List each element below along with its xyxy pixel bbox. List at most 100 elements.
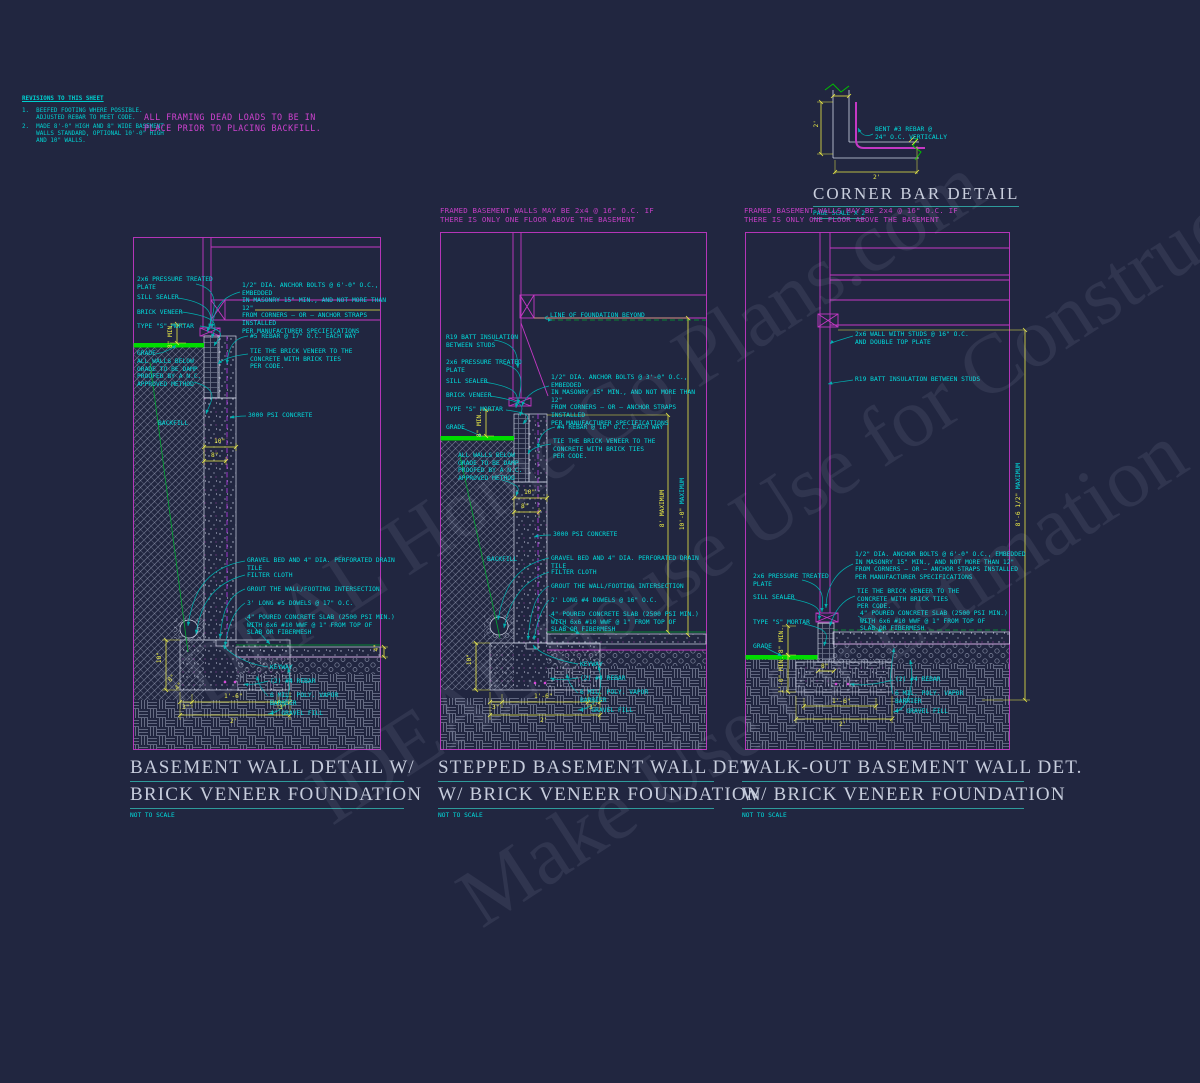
callout-mortar: TYPE "S" MORTAR (753, 619, 810, 626)
callout-vapor-barrier: 6 MIL. POLY. VAPOR BARRIER (895, 690, 964, 705)
callout-grout: GROUT THE WALL/FOOTING INTERSECTION (551, 583, 684, 590)
revision-item-2: 2. MADE 8'-0" HIGH AND 8" WIDE BASEMENT … (22, 124, 164, 145)
dim-3b: 3" (589, 704, 597, 711)
dim-height-value: 8'-6 1/2" (1015, 492, 1022, 527)
callout-keyway: KEYWAY (270, 664, 293, 671)
callout-mortar: TYPE "S" MORTAR (446, 406, 503, 413)
dim-3a: 3" (492, 704, 500, 711)
dim-maximum-label: MAXIMUM (1015, 463, 1022, 490)
dim-2ft: 2' (230, 718, 238, 725)
callout-mortar: TYPE "S" MORTAR (137, 323, 194, 330)
detail3-title-line1: WALK-OUT BASEMENT WALL DET. (742, 755, 1081, 782)
corner-bar-linework (817, 83, 925, 175)
callout-vapor-barrier: 6 MIL. POLY. VAPOR BARRIER (270, 692, 339, 707)
dim-wall-8: 8" (211, 452, 219, 459)
dim-10ft-value: 10'-0" (679, 507, 686, 531)
callout-sill-sealer: SILL SEALER (753, 594, 795, 601)
callout-backfill: BACKFILL (487, 556, 518, 563)
corner-dim-bottom: 2' (873, 174, 881, 181)
callout-brick-veneer: BRICK VENEER (446, 392, 492, 399)
dim-8in-min: 8" MIN. (476, 411, 483, 438)
dim-wall-10: 10" (524, 489, 536, 496)
callout-backfill: BACKFILL (158, 420, 189, 427)
detail2-title: STEPPED BASEMENT WALL DET. W/ BRICK VENE… (438, 755, 761, 809)
callout-grout: GROUT THE WALL/FOOTING INTERSECTION (247, 586, 380, 593)
detail1-title-line2: BRICK VENEER FOUNDATION (130, 782, 421, 809)
callout-grade: GRADE (137, 350, 156, 357)
callout-anchor-bolts: 1/2" DIA. ANCHOR BOLTS @ 6'-0" O.C., EMB… (242, 282, 387, 335)
callout-grade: GRADE (446, 424, 465, 431)
callout-sill-sealer: SILL SEALER (137, 294, 179, 301)
callout-foundation-beyond: LINE OF FOUNDATION BEYOND (550, 312, 645, 319)
callout-brick-ties: TIE THE BRICK VENEER TO THE CONCRETE WIT… (250, 348, 353, 371)
callout-grade: GRADE (753, 643, 772, 650)
dim-8in: 8" (821, 663, 829, 670)
framing-dead-loads-note: ALL FRAMING DEAD LOADS TO BE IN PLACE PR… (144, 112, 322, 133)
corner-dim-left: 2' (813, 120, 820, 128)
callout-dampproof: ALL WALLS BELOW GRADE TO BE DAMP PROOFED… (137, 358, 202, 388)
callout-vapor-barrier: 6 MIL. POLY. VAPOR BARRIER (580, 689, 649, 704)
callout-stud-wall: 2x6 WALL WITH STUDS @ 16" O.C. AND DOUBL… (855, 331, 969, 346)
detail1-scale: NOT TO SCALE (130, 812, 175, 819)
callout-slab: 4" POURED CONCRETE SLAB (2500 PSI MIN.) … (247, 614, 395, 637)
callout-footing-rebar: (2) #4 REBAR (895, 676, 941, 683)
callout-footing-rebar: (2) #4 REBAR (580, 675, 626, 682)
dim-1-6: 1'-6" (534, 693, 553, 700)
dim-3a: 3" (182, 704, 190, 711)
detail-walkout-wall: 2x6 WALL WITH STUDS @ 16" O.C. AND DOUBL… (742, 228, 1034, 753)
detail2-scale: NOT TO SCALE (438, 812, 483, 819)
callout-insulation: R19 BATT INSULATION BETWEEN STUDS (855, 376, 981, 383)
callout-brick-ties: TIE THE BRICK VENEER TO THE CONCRETE WIT… (553, 438, 656, 461)
detail2-linework (440, 232, 707, 750)
detail3-title: WALK-OUT BASEMENT WALL DET. W/ BRICK VEN… (742, 755, 1081, 809)
callout-rebar: #5 REBAR @ 17" O.C. EACH WAY (250, 333, 357, 340)
callout-filter-cloth: FILTER CLOTH (247, 572, 293, 579)
revision-item-1: 1. BEEFED FOOTING WHERE POSSIBLE. ADJUST… (22, 108, 143, 122)
dim-8ft-maximum: 8' MAXIMUM (659, 490, 666, 528)
framed-walls-note-2: FRAMED BASEMENT WALLS MAY BE 2x4 @ 16" O… (744, 206, 958, 225)
detail2-title-line1: STEPPED BASEMENT WALL DET. (438, 755, 757, 782)
cad-sheet: { "colors":{"background":"#212640","mage… (22, 82, 1200, 946)
dim-8in-min: 8" MIN. (778, 627, 785, 654)
callout-gravel-fill: 4" GRAVEL FILL (580, 707, 634, 714)
dim-2ft: 2' (839, 721, 847, 728)
callout-dampproof: ALL WALLS BELOW GRADE TO BE DAMP PROOFED… (458, 452, 523, 482)
callout-insulation: R19 BATT INSULATION BETWEEN STUDS (446, 334, 519, 349)
dim-slab-4: 4" (373, 644, 380, 652)
callout-gravel-fill: 4" GRAVEL FILL (895, 708, 949, 715)
detail2-title-line2: W/ BRICK VENEER FOUNDATION (438, 782, 761, 809)
corner-detail-title: CORNER BAR DETAIL (813, 184, 1020, 207)
callout-sill-sealer: SILL SEALER (446, 378, 488, 385)
callout-anchor-bolts: 1/2" DIA. ANCHOR BOLTS @ 6'-0" O.C., EMB… (855, 551, 1026, 581)
dim-3b: 3" (279, 704, 287, 711)
callout-slab: 4" POURED CONCRETE SLAB (2500 PSI MIN.) … (860, 610, 1008, 633)
callout-gravel-bed: GRAVEL BED AND 4" DIA. PERFORATED DRAIN … (551, 555, 699, 570)
callout-concrete: 3000 PSI CONCRETE (248, 412, 313, 419)
corner-rebar-callout: BENT #3 REBAR @ 24" O.C. VERTICALLY (875, 126, 948, 141)
detail1-linework (133, 237, 388, 750)
callout-gravel-fill: 4" GRAVEL FILL (270, 710, 324, 717)
callout-plate: 2x6 PRESSURE TREATED PLATE (446, 359, 522, 374)
callout-slab: 4" POURED CONCRETE SLAB (2500 PSI MIN.) … (551, 611, 699, 634)
dim-2ft: 2' (540, 717, 548, 724)
dim-10ft-maximum: 10'-0" MAXIMUM (679, 478, 686, 530)
detail3-title-line2: W/ BRICK VENEER FOUNDATION (742, 782, 1065, 809)
detail-basement-wall: 2x6 PRESSURE TREATED PLATE SILL SEALER B… (130, 232, 400, 753)
callout-plate: 2x6 PRESSURE TREATED PLATE (753, 573, 829, 588)
callout-gravel-bed: GRAVEL BED AND 4" DIA. PERFORATED DRAIN … (247, 557, 395, 572)
detail3-scale: NOT TO SCALE (742, 812, 787, 819)
dim-1-6: 1'-6" (832, 698, 851, 705)
dim-wall-10: 10" (214, 438, 226, 445)
dim-8in-min: 8" MIN. (167, 322, 174, 349)
detail3-linework (745, 232, 1030, 750)
callout-dowels: 2' LONG #4 DOWELS @ 16" O.C. (551, 597, 658, 604)
callout-anchor-bolts: 1/2" DIA. ANCHOR BOLTS @ 3'-0" O.C., EMB… (551, 374, 696, 427)
callout-footing-rebar: (2) #4 REBAR (270, 678, 316, 685)
callout-brick-veneer: BRICK VENEER (137, 309, 183, 316)
corner-bar-detail: 2' 2' BENT #3 REBAR @ 24" O.C. VERTICALL… (813, 82, 1028, 242)
framed-walls-note-1: FRAMED BASEMENT WALLS MAY BE 2x4 @ 16" O… (440, 206, 654, 225)
callout-brick-ties: TIE THE BRICK VENEER TO THE CONCRETE WIT… (857, 588, 960, 611)
detail1-title: BASEMENT WALL DETAIL W/ BRICK VENEER FOU… (130, 755, 421, 809)
callout-filter-cloth: FILTER CLOTH (551, 569, 597, 576)
callout-keyway: KEYWAY (580, 661, 603, 668)
